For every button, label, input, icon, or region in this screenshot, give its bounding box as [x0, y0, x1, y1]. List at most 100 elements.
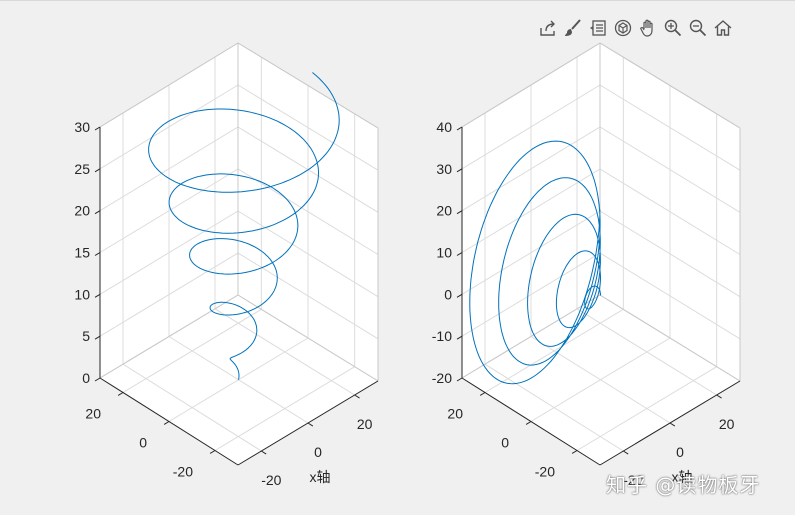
x-tick — [716, 394, 722, 399]
grid-line — [599, 210, 741, 298]
x-tick-label: 20 — [719, 416, 735, 432]
y-tick — [163, 421, 170, 425]
zoom-out-button[interactable] — [686, 17, 709, 40]
export-icon — [539, 20, 555, 36]
z-tick-label: 30 — [74, 119, 90, 135]
grid-line — [237, 84, 379, 171]
grid-line — [99, 126, 239, 212]
chart-1: -20 0 20 -20 0 20 0 5 10 15 20 25 30 x轴 — [74, 42, 379, 488]
x-tick — [354, 394, 360, 399]
z-tick-label: 25 — [74, 161, 90, 177]
pane-edge — [99, 42, 239, 128]
x-tick-label: 20 — [357, 416, 373, 432]
brush-button[interactable] — [561, 17, 584, 40]
zoom-in-icon — [664, 19, 681, 37]
grid-line — [530, 337, 671, 422]
x-axis-label: x轴 — [672, 469, 693, 485]
pane-edge — [237, 294, 379, 382]
grid-line — [599, 252, 741, 340]
z-tick-label: 20 — [74, 203, 90, 219]
zoom-in-button[interactable] — [661, 17, 684, 40]
pane-edge — [599, 294, 741, 382]
z-tick — [456, 168, 463, 173]
grid-line — [99, 210, 239, 295]
rotate-3d-icon — [614, 19, 631, 37]
z-tick-label: 15 — [74, 245, 90, 261]
x-tick-label: -20 — [623, 472, 643, 488]
axes-toolbar — [536, 16, 734, 40]
y-tick — [117, 392, 124, 396]
z-tick — [456, 252, 463, 256]
y-tick-label: -20 — [173, 464, 193, 480]
grid-line — [237, 168, 379, 255]
z-tick-label: 10 — [436, 245, 452, 261]
x-tick-label: 0 — [676, 444, 684, 460]
z-tick-label: 30 — [436, 161, 452, 177]
brush-icon — [564, 19, 581, 36]
x-tick — [261, 450, 267, 455]
grid-line — [214, 366, 355, 451]
z-tick — [94, 377, 101, 382]
x-tick — [623, 450, 629, 455]
z-tick — [94, 335, 101, 340]
grid-line — [122, 308, 262, 393]
y-tick — [479, 392, 486, 396]
grid-line — [599, 84, 741, 171]
home-button[interactable] — [711, 17, 734, 40]
pane-edge — [237, 42, 379, 129]
pane-edge — [599, 42, 741, 129]
z-tick — [94, 126, 101, 131]
home-icon — [714, 20, 731, 36]
grid-line — [576, 366, 717, 451]
x-axis-label: x轴 — [310, 469, 331, 485]
data-tips-icon — [589, 20, 606, 36]
pan-button[interactable] — [636, 17, 659, 40]
grid-line — [99, 252, 239, 337]
z-tick — [456, 335, 463, 340]
grid-line — [461, 210, 601, 295]
series-line — [469, 140, 601, 385]
x-tick-label: 0 — [314, 444, 322, 460]
rotate-3d-button[interactable] — [611, 17, 634, 40]
grid-line — [461, 84, 601, 170]
z-tick-label: 0 — [444, 286, 452, 302]
y-tick — [525, 421, 532, 425]
y-tick — [209, 450, 216, 454]
y-tick-label: 20 — [85, 406, 101, 422]
chart-2: -20 0 20 -20 0 20 -20 -10 0 10 20 30 40 x轴 — [432, 42, 741, 488]
data-tips-button[interactable] — [586, 17, 609, 40]
grid-line — [484, 308, 624, 393]
grid-line — [99, 168, 239, 253]
grid-line — [461, 126, 601, 212]
export-button[interactable] — [536, 17, 559, 40]
watermark: 知乎 @读物板牙 — [606, 473, 761, 497]
pane-edge — [461, 42, 601, 128]
z-tick-label: 10 — [74, 286, 90, 302]
z-tick — [94, 210, 101, 215]
grid-line — [237, 252, 379, 340]
grid-line — [461, 252, 601, 337]
z-tick — [94, 252, 101, 256]
y-tick-label: 20 — [447, 406, 463, 422]
grid-line — [237, 210, 379, 298]
z-tick — [94, 168, 101, 173]
z-tick-label: -10 — [432, 328, 452, 344]
y-tick-label: 0 — [139, 435, 147, 451]
z-tick — [94, 293, 101, 298]
window-top-border — [0, 0, 795, 1]
pane-edge — [99, 294, 239, 379]
pane-edge — [461, 294, 601, 379]
zoom-out-icon — [689, 19, 706, 37]
x-tick — [307, 422, 314, 427]
y-tick — [571, 450, 578, 454]
grid-line — [599, 168, 741, 255]
x-tick-label: -20 — [261, 472, 281, 488]
z-tick-label: 40 — [436, 119, 452, 135]
z-tick — [456, 377, 463, 382]
z-tick-label: 5 — [82, 328, 90, 344]
grid-line — [99, 84, 239, 170]
z-tick-label: -20 — [432, 370, 452, 386]
z-tick — [456, 126, 463, 131]
z-tick-label: 0 — [82, 370, 90, 386]
